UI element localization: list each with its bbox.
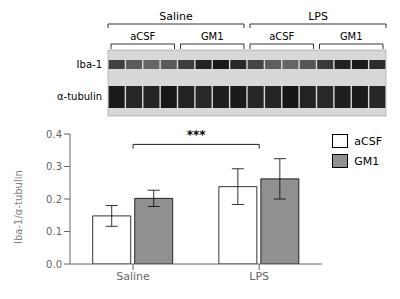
svg-text:Iba-1: Iba-1 bbox=[77, 59, 102, 70]
svg-text:aCSF: aCSF bbox=[269, 31, 294, 42]
html-text:aCSF: aCSF bbox=[354, 134, 382, 148]
svg-text:GM1: GM1 bbox=[340, 31, 363, 42]
svg-text:LPS: LPS bbox=[308, 10, 328, 23]
html-text:GM1: GM1 bbox=[354, 154, 380, 168]
svg-text:α-tubulin: α-tubulin bbox=[57, 91, 102, 102]
svg-text:0.1: 0.1 bbox=[46, 226, 62, 237]
svg-text:Saline: Saline bbox=[159, 10, 193, 23]
svg-text:0.2: 0.2 bbox=[46, 194, 62, 205]
svg-text:GM1: GM1 bbox=[201, 31, 224, 42]
svg-text:LPS: LPS bbox=[249, 270, 269, 283]
svg-text:0.0: 0.0 bbox=[46, 259, 62, 270]
svg-text:0.4: 0.4 bbox=[46, 129, 62, 140]
svg-text:aCSF: aCSF bbox=[130, 31, 155, 42]
svg-text:Iba-1/α-tubulin: Iba-1/α-tubulin bbox=[13, 170, 24, 244]
svg-text:0.3: 0.3 bbox=[46, 161, 62, 172]
svg-text:***: *** bbox=[187, 128, 207, 142]
svg-text:Saline: Saline bbox=[116, 270, 150, 283]
